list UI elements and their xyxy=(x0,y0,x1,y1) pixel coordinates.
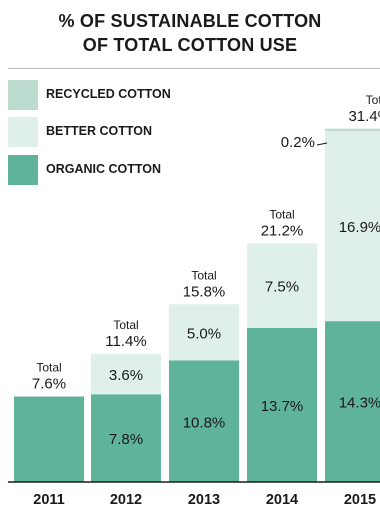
bar-better-cotton-2012 xyxy=(91,353,161,395)
title-divider xyxy=(8,68,380,69)
bar-organic-cotton-2014 xyxy=(247,327,317,482)
bar-organic-cotton-2015 xyxy=(325,321,380,482)
x-tick-label-2015: 2015 xyxy=(344,492,376,508)
total-value-2015: 31.4% xyxy=(348,108,380,125)
bar-better-cotton-2015 xyxy=(325,131,380,322)
bar-better-cotton-2013 xyxy=(169,304,239,361)
data-label-organic-cotton-2015: 14.3% xyxy=(339,395,380,412)
total-caption-2012: Total xyxy=(113,318,138,332)
bar-better-cotton-2014 xyxy=(247,243,317,328)
bar-organic-cotton-2013 xyxy=(169,360,239,482)
bar-recycled-cotton-2015 xyxy=(325,128,380,131)
total-caption-2014: Total xyxy=(269,208,294,222)
total-value-2014: 21.2% xyxy=(261,223,304,240)
data-label-organic-cotton-2013: 10.8% xyxy=(183,414,226,431)
total-caption-2011: Total xyxy=(36,361,61,375)
legend-label-better-cotton: BETTER COTTON xyxy=(46,124,153,138)
x-tick-label-2013: 2013 xyxy=(188,492,220,508)
legend-item-organic-cotton: ORGANIC COTTON xyxy=(8,155,348,185)
chart-title-line-1: % OF SUSTAINABLE COTTON xyxy=(58,11,322,31)
legend-swatch-better-cotton xyxy=(8,117,38,147)
legend-item-recycled-cotton: RECYCLED COTTON xyxy=(8,80,348,110)
bar-organic-cotton-2012 xyxy=(91,394,161,482)
legend-swatch-recycled-cotton xyxy=(8,80,38,110)
total-value-2011: 7.6% xyxy=(32,376,66,393)
total-value-2012: 11.4% xyxy=(105,333,146,350)
total-value-2013: 15.8% xyxy=(183,283,226,300)
total-caption-2013: Total xyxy=(191,268,216,282)
bar-organic-cotton-2011 xyxy=(14,396,84,482)
x-tick-label-2014: 2014 xyxy=(266,492,298,508)
x-tick-label-2011: 2011 xyxy=(33,492,64,508)
legend-swatch-organic-cotton xyxy=(8,155,38,185)
recycled-cotton-leader-line xyxy=(316,142,328,146)
data-label-organic-cotton-2014: 13.7% xyxy=(261,398,304,415)
data-label-better-cotton-2014: 7.5% xyxy=(265,279,299,296)
data-label-better-cotton-2012: 3.6% xyxy=(109,367,143,384)
legend-label-recycled-cotton: RECYCLED COTTON xyxy=(46,87,171,101)
data-label-better-cotton-2015: 16.9% xyxy=(339,219,380,236)
data-label-organic-cotton-2012: 7.8% xyxy=(109,431,143,448)
chart-title-line-2: OF TOTAL COTTON USE xyxy=(82,35,298,55)
x-tick-label-2012: 2012 xyxy=(110,492,142,508)
legend-item-better-cotton: BETTER COTTON xyxy=(8,117,348,147)
data-label-recycled-cotton-2015: 0.2% xyxy=(281,134,315,151)
total-caption-2015: Total xyxy=(366,93,380,107)
legend-label-organic-cotton: ORGANIC COTTON xyxy=(46,162,162,176)
data-label-better-cotton-2013: 5.0% xyxy=(187,325,221,342)
